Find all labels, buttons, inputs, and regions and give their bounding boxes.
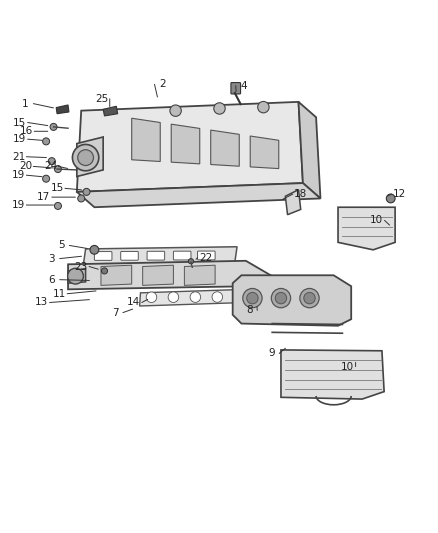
Circle shape [275,293,286,304]
Circle shape [72,144,99,171]
Text: 4: 4 [240,80,247,91]
Circle shape [303,293,314,304]
Circle shape [42,138,49,145]
FancyBboxPatch shape [173,251,191,260]
Text: 10: 10 [340,361,353,372]
Circle shape [257,101,268,113]
Circle shape [50,123,57,131]
Circle shape [54,203,61,209]
Circle shape [83,188,90,196]
Polygon shape [68,261,272,289]
Polygon shape [139,289,245,306]
Text: 13: 13 [35,297,48,308]
Circle shape [213,103,225,114]
Text: 16: 16 [20,126,33,136]
Circle shape [78,150,93,166]
Text: 10: 10 [369,215,382,225]
Text: 3: 3 [48,254,55,264]
Circle shape [48,158,55,165]
Circle shape [385,194,394,203]
Circle shape [212,292,222,302]
Text: 24: 24 [44,161,57,172]
Text: 23: 23 [74,262,88,271]
Text: 21: 21 [12,152,25,161]
Circle shape [146,292,156,303]
Text: 12: 12 [392,189,405,199]
Circle shape [54,166,61,173]
Circle shape [67,268,83,284]
Circle shape [101,268,107,274]
Polygon shape [77,102,302,192]
Text: 25: 25 [95,94,108,104]
FancyBboxPatch shape [197,251,215,260]
Text: 19: 19 [12,200,25,210]
Text: 11: 11 [53,289,66,298]
Polygon shape [232,275,350,326]
Polygon shape [131,118,160,161]
Polygon shape [142,265,173,285]
Circle shape [246,293,258,304]
Circle shape [299,288,318,308]
Polygon shape [184,265,215,285]
Text: 5: 5 [58,240,65,251]
FancyBboxPatch shape [230,83,240,94]
Polygon shape [103,106,117,116]
Polygon shape [298,102,320,198]
Circle shape [170,105,181,116]
Text: 17: 17 [37,192,50,202]
Polygon shape [101,265,131,285]
Polygon shape [210,130,239,166]
Text: 7: 7 [111,308,118,318]
Polygon shape [285,190,300,215]
Circle shape [271,288,290,308]
Polygon shape [77,183,320,207]
Text: 19: 19 [13,134,26,144]
Polygon shape [337,207,394,250]
Polygon shape [280,350,383,399]
Text: 18: 18 [293,189,307,199]
Text: 15: 15 [50,183,64,193]
Polygon shape [83,247,237,264]
Circle shape [242,288,261,308]
Polygon shape [77,137,103,176]
Text: 19: 19 [12,170,25,180]
Text: 1: 1 [22,99,29,109]
Polygon shape [250,136,278,168]
FancyBboxPatch shape [147,252,164,260]
Polygon shape [171,124,199,164]
Polygon shape [56,105,69,114]
Text: 2: 2 [159,79,166,90]
FancyBboxPatch shape [120,252,138,260]
Text: 6: 6 [48,274,55,285]
Text: 9: 9 [267,349,274,358]
Circle shape [188,259,193,264]
Text: 15: 15 [13,117,26,127]
Circle shape [42,175,49,182]
Text: 20: 20 [19,161,32,172]
Polygon shape [68,269,85,283]
Text: 14: 14 [127,297,140,308]
FancyBboxPatch shape [94,252,112,260]
Circle shape [90,245,99,254]
Text: 22: 22 [198,253,212,263]
Circle shape [168,292,178,302]
Circle shape [190,292,200,302]
Text: 8: 8 [245,305,252,316]
Circle shape [78,195,85,202]
